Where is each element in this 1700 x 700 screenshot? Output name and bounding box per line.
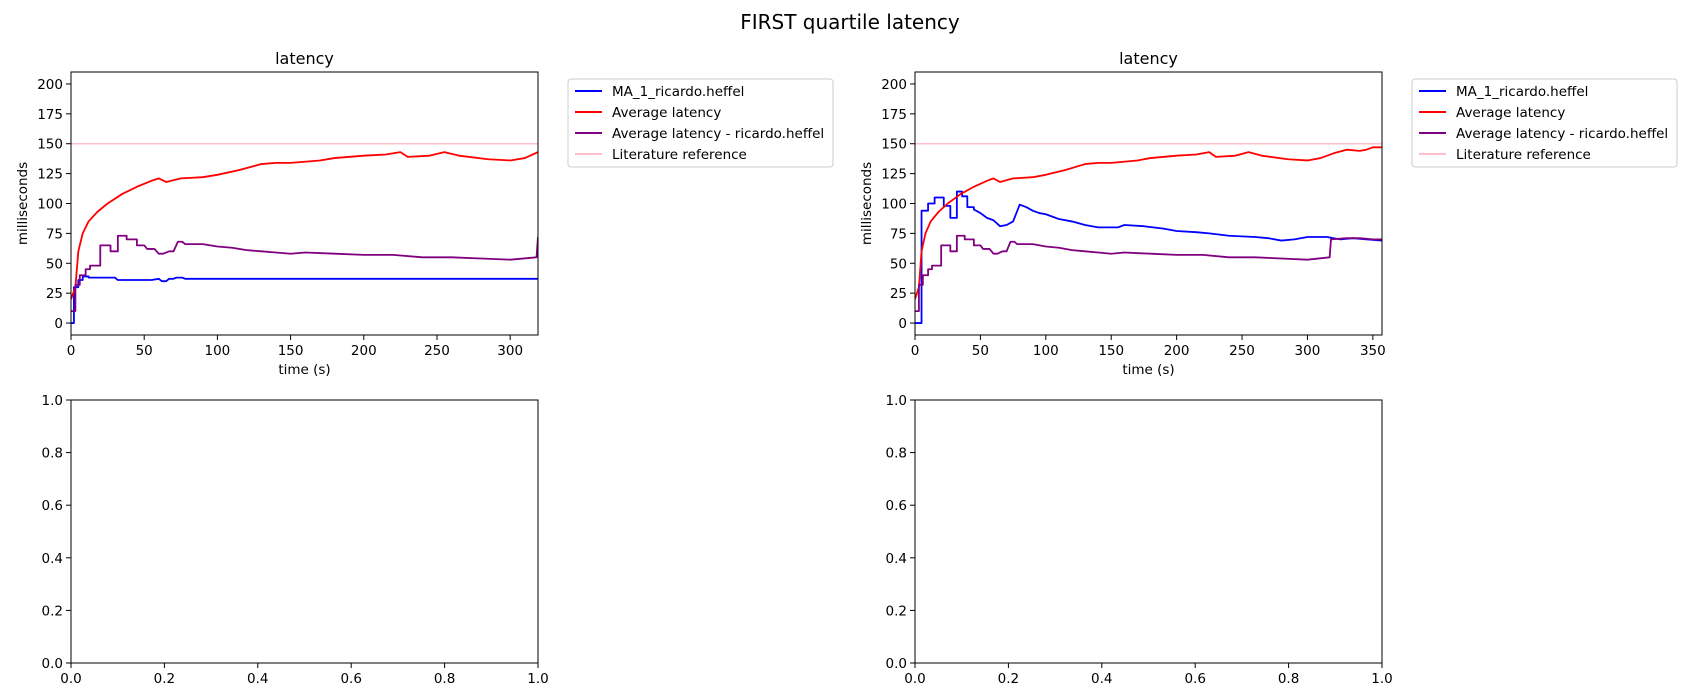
x-tick-label: 350: [1360, 343, 1386, 359]
x-tick-label: 0: [911, 343, 920, 359]
y-tick-label: 125: [37, 167, 63, 183]
legend-box: [1411, 78, 1678, 168]
legend: MA_1_ricardo.heffel Average latency Averag…: [567, 78, 834, 168]
x-tick-label: 0.4: [247, 671, 268, 687]
y-tick-label: 200: [881, 77, 907, 93]
series-line-3: [915, 234, 1382, 312]
y-tick-label: 0.0: [886, 656, 907, 672]
x-tick-label: 100: [1033, 343, 1059, 359]
x-tick-label: 0.6: [1184, 671, 1205, 687]
x-tick-label: 0.0: [904, 671, 925, 687]
y-tick-label: 0: [898, 316, 907, 332]
legend-entry: MA_1_ricardo.heffel: [612, 84, 744, 100]
x-tick-label: 200: [351, 343, 377, 359]
y-tick-label: 175: [37, 107, 63, 123]
y-tick-label: 150: [37, 137, 63, 153]
x-tick-label: 150: [278, 343, 304, 359]
y-tick-label: 150: [881, 137, 907, 153]
x-tick-label: 0.2: [154, 671, 175, 687]
chart-3: 0.0 0.2 0.4 0.6 0.8 1.0 0.0 0.2 0.4 0.6 0.8 1.0: [42, 393, 549, 687]
x-tick-label: 50: [136, 343, 153, 359]
axes-layer: 0 50 100 150 200 250 3000255075100125150175200…: [15, 49, 1678, 687]
x-tick-label: 0.0: [60, 671, 81, 687]
y-tick-label: 0.6: [42, 498, 63, 514]
y-tick-label: 0.6: [886, 498, 907, 514]
y-tick-label: 50: [46, 256, 63, 272]
series-line-3: [71, 234, 538, 312]
chart-1: 0 50 100 150 200 250 300 0 25 50 75 100 125 150 175 200…: [15, 49, 834, 378]
y-tick-label: 25: [890, 286, 907, 302]
y-tick-label: 200: [37, 77, 63, 93]
y-tick-label: 1.0: [42, 393, 63, 409]
y-tick-label: 0.8: [886, 446, 907, 462]
figure-title: FIRST quartile latency: [740, 10, 960, 34]
y-tick-label: 75: [890, 226, 907, 242]
y-tick-label: 0.4: [886, 551, 907, 567]
y-tick-label: 175: [881, 107, 907, 123]
x-tick-label: 300: [497, 343, 523, 359]
legend-entry: Average latency: [1456, 105, 1565, 121]
y-tick-label: 0.0: [42, 656, 63, 672]
series-line-2: [71, 151, 538, 300]
x-tick-label: 1.0: [527, 671, 548, 687]
x-tick-label: 1.0: [1371, 671, 1392, 687]
legend-entry: Average latency - ricardo.heffel: [612, 126, 824, 142]
x-tick-label: 200: [1164, 343, 1190, 359]
chart-title: latency: [1119, 49, 1178, 68]
y-tick-label: 0.8: [42, 446, 63, 462]
y-tick-label: 0.2: [886, 603, 907, 619]
y-tick-label: 0: [54, 316, 63, 332]
legend-entry: Average latency: [612, 105, 721, 121]
y-axis-label: milliseconds: [15, 162, 31, 245]
x-tick-label: 250: [424, 343, 450, 359]
y-tick-label: 100: [37, 197, 63, 213]
series-line-2: [915, 146, 1382, 300]
axes-frame: [914, 399, 1383, 664]
chart-title: latency: [275, 49, 334, 68]
x-tick-label: 300: [1295, 343, 1321, 359]
x-tick-label: 0.6: [340, 671, 361, 687]
x-axis-label: time (s): [278, 362, 330, 378]
legend-entry: Literature reference: [1456, 147, 1591, 163]
x-axis-label: time (s): [1122, 362, 1174, 378]
legend-entry: Literature reference: [612, 147, 747, 163]
chart-2: 0 50 100 150 200 250 300 350 0 25 50 75 100 125 150 175…: [859, 49, 1678, 378]
x-tick-label: 100: [205, 343, 231, 359]
x-tick-label: 50: [972, 343, 989, 359]
y-tick-label: 25: [46, 286, 63, 302]
axes-frame: [70, 399, 539, 664]
legend-entry: MA_1_ricardo.heffel: [1456, 84, 1588, 100]
x-tick-label: 0.4: [1091, 671, 1112, 687]
legend-box: [567, 78, 834, 168]
x-tick-label: 0.2: [998, 671, 1019, 687]
y-tick-label: 0.2: [42, 603, 63, 619]
y-tick-label: 1.0: [886, 393, 907, 409]
y-tick-label: 100: [881, 197, 907, 213]
y-tick-label: 0.4: [42, 551, 63, 567]
y-tick-label: 75: [46, 226, 63, 242]
y-tick-label: 50: [890, 256, 907, 272]
legend-entry: Average latency - ricardo.heffel: [1456, 126, 1668, 142]
x-tick-label: 250: [1229, 343, 1255, 359]
legend: MA_1_ricardo.heffel Average latency Averag…: [1411, 78, 1678, 168]
y-axis-label: milliseconds: [859, 162, 875, 245]
x-tick-label: 0.8: [1278, 671, 1299, 687]
x-tick-label: 150: [1098, 343, 1124, 359]
x-tick-label: 0: [67, 343, 76, 359]
series-line-1: [915, 190, 1382, 324]
x-tick-label: 0.8: [434, 671, 455, 687]
chart-4: 0.0 0.2 0.4 0.6 0.8 1.0 0.0 0.2 0.4 0.6 0.8 1.0: [886, 393, 1393, 687]
y-tick-label: 125: [881, 167, 907, 183]
